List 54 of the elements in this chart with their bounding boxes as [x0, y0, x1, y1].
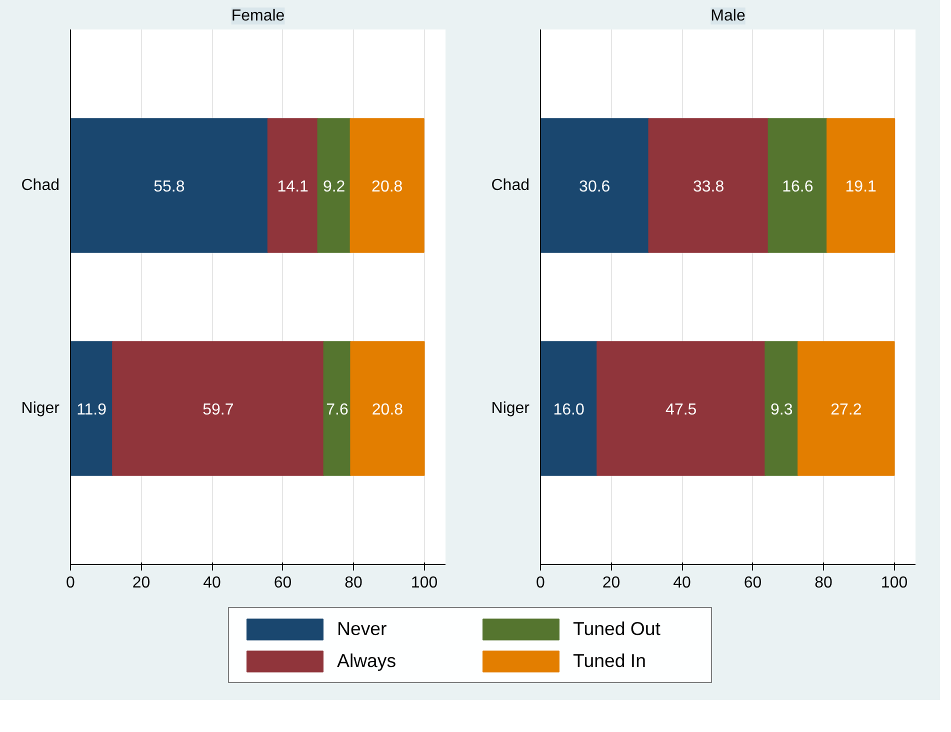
bar	[768, 118, 828, 253]
bar	[350, 341, 425, 476]
chart-title: Female	[231, 8, 285, 24]
bar	[540, 118, 650, 253]
x-tick-label: 80	[814, 574, 833, 592]
legend-label: Tuned Out	[573, 618, 662, 640]
data-label: 19.1	[845, 178, 877, 196]
bar	[764, 341, 799, 476]
data-label: 7.6	[326, 401, 348, 418]
bar	[826, 118, 896, 253]
y-tick-label: Niger	[21, 400, 60, 417]
bar	[648, 118, 769, 253]
x-tick-label: 60	[274, 574, 292, 592]
y-tick-label: Chad	[491, 177, 530, 194]
x-tick-label: 0	[66, 574, 76, 592]
data-label: 16.6	[782, 178, 814, 196]
legend-label: Always	[337, 650, 398, 672]
data-label: 9.3	[770, 401, 793, 418]
data-label: 59.7	[202, 401, 234, 418]
data-label: 27.2	[830, 401, 862, 418]
data-label: 9.2	[322, 178, 346, 196]
y-tick-label: Chad	[21, 177, 60, 194]
bar	[70, 341, 114, 476]
bar	[317, 118, 351, 253]
x-tick-label: 0	[536, 574, 546, 592]
bar	[350, 118, 424, 253]
x-tick-label: 40	[673, 574, 692, 592]
x-tick-label: 20	[602, 574, 620, 592]
data-label: 16.0	[553, 401, 584, 418]
bar	[70, 118, 268, 253]
y-tick-label: Niger	[491, 400, 530, 417]
x-tick-label: 20	[132, 574, 150, 592]
data-label: 47.5	[666, 401, 697, 418]
data-label: 55.8	[154, 178, 185, 196]
bar	[596, 341, 766, 476]
bar	[540, 341, 598, 476]
bar	[323, 341, 352, 476]
data-label: 11.9	[76, 401, 107, 418]
x-tick-label: 100	[410, 574, 438, 592]
data-label: 20.8	[372, 178, 403, 196]
chart-title: Male	[710, 8, 746, 24]
bar	[267, 118, 318, 253]
data-label: 20.8	[372, 401, 404, 418]
x-tick-label: 40	[203, 574, 222, 592]
data-label: 33.8	[692, 178, 724, 196]
bar	[798, 341, 895, 476]
x-tick-label: 80	[344, 574, 363, 592]
bar	[112, 341, 324, 476]
legend-label: Never	[337, 618, 388, 640]
data-label: 30.6	[579, 178, 610, 196]
x-tick-label: 100	[880, 574, 908, 592]
x-tick-label: 60	[744, 574, 762, 592]
legend-label: Tuned In	[573, 650, 647, 672]
data-label: 14.1	[277, 178, 309, 196]
